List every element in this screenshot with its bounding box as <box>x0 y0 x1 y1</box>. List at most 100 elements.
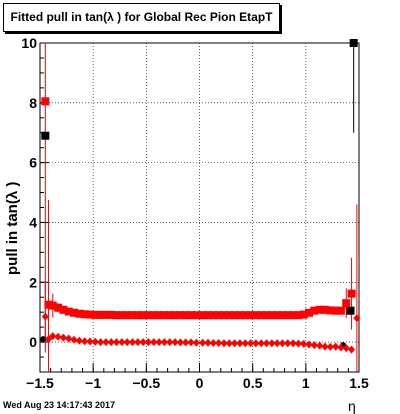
x-tick-label: 1 <box>302 375 310 391</box>
x-tick-label: −1 <box>85 375 101 391</box>
diamond-marker <box>215 338 223 347</box>
square-marker <box>75 309 84 318</box>
diamond-marker <box>176 338 184 347</box>
diamond-marker <box>150 338 158 347</box>
square-marker <box>160 311 169 320</box>
square-marker <box>305 308 314 317</box>
diamond-marker <box>316 341 324 350</box>
diamond-marker <box>144 338 152 347</box>
square-marker <box>299 310 308 319</box>
diamond-marker <box>41 312 49 321</box>
diamond-marker <box>192 338 200 347</box>
square-marker <box>267 311 276 320</box>
diamond-marker <box>273 339 281 348</box>
circle-marker <box>40 336 47 343</box>
square-marker <box>289 311 298 320</box>
axis-ticks <box>39 42 360 373</box>
diamond-marker <box>268 339 276 348</box>
diamond-marker <box>187 338 195 347</box>
square-marker <box>336 306 345 315</box>
diamond-marker <box>166 338 174 347</box>
error-bars <box>44 43 358 372</box>
square-marker <box>346 306 355 315</box>
square-marker <box>225 311 234 320</box>
grid-lines <box>39 42 360 372</box>
diamond-marker <box>310 341 318 350</box>
square-marker <box>219 311 228 320</box>
square-marker <box>198 311 207 320</box>
square-marker <box>347 289 356 298</box>
square-marker <box>192 311 201 320</box>
diamond-marker <box>236 339 244 348</box>
diamond-marker <box>225 339 233 348</box>
diamond-marker <box>65 334 73 343</box>
square-marker <box>320 305 329 314</box>
diamond-marker <box>160 338 168 347</box>
chart-title: Fitted pull in tan(λ ) for Global Rec Pi… <box>10 10 273 24</box>
diamond-marker <box>247 339 255 348</box>
square-marker <box>149 311 158 320</box>
diamond-marker <box>97 338 105 347</box>
square-marker <box>278 311 287 320</box>
square-marker <box>96 310 105 319</box>
square-marker <box>209 311 218 320</box>
square-marker <box>251 311 260 320</box>
square-marker <box>54 303 63 312</box>
diamond-marker <box>337 343 345 352</box>
square-marker <box>331 306 340 315</box>
square-marker <box>133 311 142 320</box>
diamond-marker <box>252 339 260 348</box>
square-marker <box>85 310 94 319</box>
diamond-marker <box>326 342 334 351</box>
square-marker <box>181 311 190 320</box>
diamond-marker <box>278 339 286 348</box>
square-marker <box>262 311 271 320</box>
y-tick-label: 8 <box>29 95 37 111</box>
x-axis-label: η <box>348 398 356 414</box>
square-marker <box>342 299 351 308</box>
square-marker <box>117 311 126 320</box>
y-tick-label: 10 <box>21 35 37 51</box>
x-tick-label: −1.5 <box>26 375 54 391</box>
square-marker <box>41 97 50 106</box>
diamond-marker <box>129 338 137 347</box>
diamond-marker <box>107 338 115 347</box>
square-marker <box>283 311 292 320</box>
square-marker <box>204 311 213 320</box>
diamond-marker <box>75 336 83 345</box>
square-marker <box>294 311 303 320</box>
square-marker <box>235 311 244 320</box>
diamond-marker <box>284 339 292 348</box>
x-tick-label: 0.5 <box>243 375 263 391</box>
square-marker <box>230 311 239 320</box>
diamond-marker <box>139 338 147 347</box>
diamond-marker <box>59 333 67 342</box>
square-marker <box>171 311 180 320</box>
x-tick-label: 0 <box>196 375 204 391</box>
square-marker <box>80 310 89 319</box>
diamond-marker <box>231 339 239 348</box>
square-marker <box>186 311 195 320</box>
square-marker <box>241 311 250 320</box>
diamond-marker <box>102 338 110 347</box>
diamond-marker <box>332 342 340 351</box>
square-marker <box>214 311 223 320</box>
diamond-marker <box>204 338 212 347</box>
square-marker <box>144 311 153 320</box>
square-marker <box>48 301 57 310</box>
square-marker <box>326 306 335 315</box>
square-marker <box>139 311 148 320</box>
y-tick-label: 0 <box>29 334 37 350</box>
square-marker <box>310 306 319 315</box>
square-marker <box>59 305 68 314</box>
diamond-marker <box>220 339 228 348</box>
diamond-marker <box>257 339 265 348</box>
square-marker <box>123 311 132 320</box>
data-markers <box>40 39 361 354</box>
chart-title-box: Fitted pull in tan(λ ) for Global Rec Pi… <box>3 3 280 32</box>
square-marker <box>70 308 79 317</box>
timestamp-footer: Wed Aug 23 14:17:43 2017 <box>3 400 116 410</box>
x-tick-label: 1.5 <box>349 375 369 391</box>
diamond-marker <box>305 340 313 349</box>
diamond-marker <box>81 337 89 346</box>
